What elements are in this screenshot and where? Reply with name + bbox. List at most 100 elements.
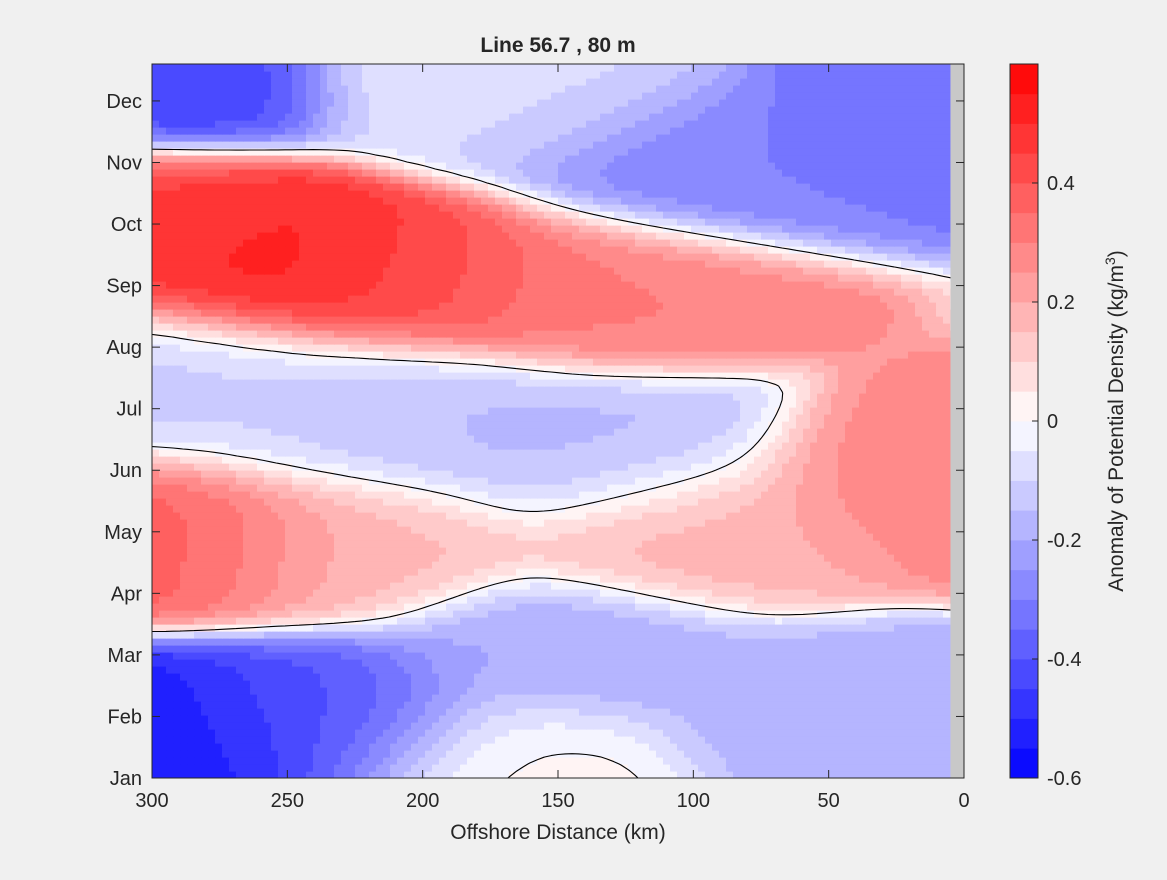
heatmap-cell <box>460 603 468 611</box>
heatmap-cell <box>558 575 566 583</box>
heatmap-cell <box>320 701 328 709</box>
heatmap-cell <box>376 596 384 604</box>
heatmap-cell <box>432 512 440 520</box>
heatmap-cell <box>929 575 937 583</box>
heatmap-cell <box>481 554 489 562</box>
heatmap-cell <box>740 631 748 639</box>
heatmap-cell <box>775 750 783 758</box>
heatmap-cell <box>677 610 685 618</box>
heatmap-cell <box>502 722 510 730</box>
heatmap-cell <box>796 680 804 688</box>
heatmap-cell <box>684 540 692 548</box>
heatmap-cell <box>362 764 370 772</box>
heatmap-cell <box>341 673 349 681</box>
heatmap-cell <box>565 596 573 604</box>
heatmap-cell <box>201 470 209 478</box>
heatmap-cell <box>341 491 349 499</box>
heatmap-cell <box>887 547 895 555</box>
heatmap-cell <box>922 505 930 513</box>
heatmap-cell <box>215 764 223 772</box>
heatmap-cell <box>572 764 580 772</box>
heatmap-cell <box>474 708 482 716</box>
heatmap-cell <box>313 526 321 534</box>
heatmap-cell <box>712 771 720 778</box>
heatmap-cell <box>775 666 783 674</box>
heatmap-cell <box>558 596 566 604</box>
heatmap-cell <box>208 764 216 772</box>
heatmap-cell <box>698 589 706 597</box>
heatmap-cell <box>215 512 223 520</box>
heatmap-cell <box>495 519 503 527</box>
heatmap-cell <box>152 498 160 506</box>
heatmap-cell <box>607 764 615 772</box>
heatmap-cell <box>516 547 524 555</box>
heatmap-cell <box>509 575 517 583</box>
heatmap-cell <box>257 596 265 604</box>
heatmap-cell <box>201 589 209 597</box>
heatmap-cell <box>607 680 615 688</box>
heatmap-cell <box>432 491 440 499</box>
heatmap-cell <box>712 491 720 499</box>
heatmap-cell <box>656 694 664 702</box>
heatmap-cell <box>747 680 755 688</box>
heatmap-cell <box>586 589 594 597</box>
heatmap-cell <box>159 491 167 499</box>
heatmap-cell <box>152 771 160 778</box>
heatmap-cell <box>859 568 867 576</box>
heatmap-cell <box>173 673 181 681</box>
heatmap-cell <box>663 638 671 646</box>
heatmap-cell <box>929 764 937 772</box>
heatmap-cell <box>936 505 944 513</box>
heatmap-cell <box>390 764 398 772</box>
heatmap-cell <box>369 666 377 674</box>
heatmap-cell <box>432 498 440 506</box>
heatmap-cell <box>467 512 475 520</box>
heatmap-cell <box>831 624 839 632</box>
heatmap-cell <box>292 603 300 611</box>
heatmap-cell <box>152 666 160 674</box>
heatmap-cell <box>467 582 475 590</box>
heatmap-cell <box>635 540 643 548</box>
heatmap-cell <box>201 505 209 513</box>
heatmap-cell <box>607 589 615 597</box>
heatmap-cell <box>880 701 888 709</box>
heatmap-cell <box>901 771 909 778</box>
heatmap-cell <box>390 547 398 555</box>
heatmap-cell <box>215 757 223 765</box>
heatmap-cell <box>621 547 629 555</box>
heatmap-cell <box>369 533 377 541</box>
heatmap-cell <box>880 722 888 730</box>
heatmap-cell <box>173 771 181 778</box>
heatmap-cell <box>782 610 790 618</box>
heatmap-cell <box>677 757 685 765</box>
heatmap-cell <box>313 638 321 646</box>
heatmap-cell <box>943 659 951 667</box>
heatmap-cell <box>901 603 909 611</box>
heatmap-cell <box>831 652 839 660</box>
heatmap-cell <box>453 596 461 604</box>
heatmap-cell <box>838 519 846 527</box>
heatmap-cell <box>936 736 944 744</box>
heatmap-cell <box>943 498 951 506</box>
heatmap-cell <box>530 589 538 597</box>
heatmap-cell <box>887 638 895 646</box>
heatmap-cell <box>474 540 482 548</box>
heatmap-cell <box>341 547 349 555</box>
heatmap-cell <box>943 694 951 702</box>
heatmap-cell <box>873 750 881 758</box>
heatmap-cell <box>334 743 342 751</box>
heatmap-cell <box>789 687 797 695</box>
heatmap-cell <box>439 645 447 653</box>
heatmap-cell <box>187 666 195 674</box>
heatmap-cell <box>852 750 860 758</box>
heatmap-cell <box>621 701 629 709</box>
heatmap-cell <box>614 757 622 765</box>
heatmap-cell <box>740 729 748 737</box>
heatmap-cell <box>768 512 776 520</box>
heatmap-cell <box>257 645 265 653</box>
heatmap-cell <box>824 743 832 751</box>
heatmap-cell <box>572 652 580 660</box>
heatmap-cell <box>579 491 587 499</box>
heatmap-cell <box>824 694 832 702</box>
heatmap-cell <box>600 568 608 576</box>
